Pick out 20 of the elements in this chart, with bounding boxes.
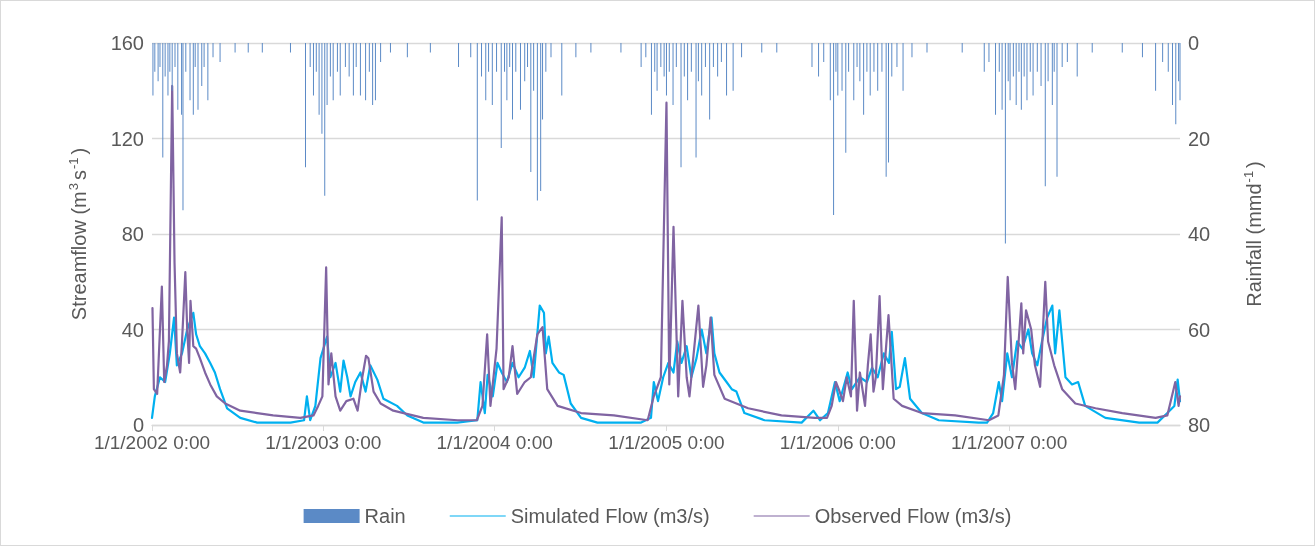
y2-tick-label: 20 xyxy=(1188,127,1211,150)
y-tick-label: 120 xyxy=(110,127,144,150)
y2-tick-label: 60 xyxy=(1188,318,1211,341)
line-series xyxy=(151,84,1182,422)
x-tick-label: 1/1/2003 0:00 xyxy=(265,432,382,453)
y2-axis-title: Rainfall (mmd-1) xyxy=(1241,161,1265,307)
x-tick-label: 1/1/2006 0:00 xyxy=(779,432,896,453)
legend-label: Rain xyxy=(364,505,406,527)
y-tick-label: 80 xyxy=(121,223,144,245)
legend-label: Observed Flow (m3/s) xyxy=(814,505,1012,527)
y2-tick-label: 80 xyxy=(1188,414,1211,436)
y-axis-title: Streamflow (m3s-1) xyxy=(66,147,90,321)
x-tick-label: 1/1/2007 0:00 xyxy=(951,432,1068,453)
y2-tick-label: 0 xyxy=(1188,32,1200,54)
x-tick-label: 1/1/2005 0:00 xyxy=(608,432,725,453)
y-tick-label: 40 xyxy=(121,318,144,341)
y-tick-label: 160 xyxy=(110,32,144,54)
x-tick-label: 1/1/2004 0:00 xyxy=(436,432,553,453)
legend-label: Simulated Flow (m3/s) xyxy=(510,505,710,527)
y2-tick-label: 40 xyxy=(1188,223,1211,245)
